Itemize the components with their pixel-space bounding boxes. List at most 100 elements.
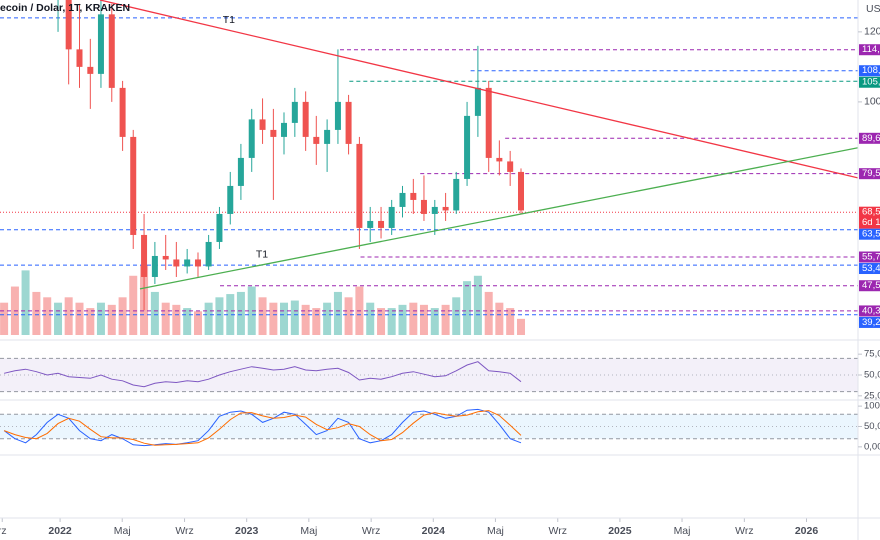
x-tick-label: rz (0, 525, 7, 537)
level-label-box (859, 251, 880, 263)
candle-body (453, 178, 460, 211)
volume-bar (333, 291, 342, 335)
volume-bar (269, 302, 278, 335)
stoch-line (3, 408, 522, 447)
y-tick-label: 100, (864, 96, 880, 108)
volume-bar (419, 304, 428, 335)
candle-body (334, 101, 341, 130)
volume-bar (43, 297, 52, 335)
candle-body (517, 171, 524, 211)
candle-body (130, 136, 137, 235)
candle-body (87, 66, 94, 74)
candle-body (76, 49, 83, 67)
candle-body (420, 199, 427, 214)
candle-body (97, 14, 104, 74)
volume-bar (484, 291, 493, 335)
volume-bar (387, 308, 396, 335)
x-tick-label: Wrz (362, 525, 380, 537)
volume-bar (516, 318, 525, 335)
candle-body (184, 259, 191, 267)
level-label: 89,6 (862, 133, 880, 144)
volume-bar (172, 304, 181, 335)
candle-body (324, 129, 331, 144)
volume-bar (473, 275, 482, 335)
volume-bar (441, 304, 450, 335)
candle-body (474, 87, 481, 116)
level-label-box (859, 76, 880, 88)
candle-body (313, 136, 320, 144)
candle-body (173, 259, 180, 267)
candle-body (410, 192, 417, 200)
x-tick-label: 2022 (48, 525, 72, 537)
trendline (99, 0, 858, 179)
y-tick-label: 100, (864, 401, 880, 412)
level-label-box (859, 168, 880, 180)
x-tick-label: 2026 (795, 525, 819, 537)
volume-bar (377, 308, 386, 335)
candle-body (194, 259, 201, 267)
volume-bar (495, 302, 504, 335)
candle-body (237, 157, 244, 186)
volume-bar (430, 308, 439, 335)
candle-body (378, 220, 385, 228)
level-label-box (859, 44, 880, 56)
level-label-box (859, 280, 880, 292)
level-label: 47,5 (862, 280, 880, 291)
rsi-line (3, 361, 522, 388)
volume-bar (258, 297, 267, 335)
volume-bar (506, 308, 515, 335)
level-label: 40,3 (862, 305, 880, 316)
candle-body (496, 157, 503, 162)
volume-bar (129, 275, 138, 335)
volume-bar (107, 304, 116, 335)
volume-bar (366, 302, 375, 335)
volume-bar (344, 297, 353, 335)
currency: USD (866, 3, 880, 15)
volume-bar (323, 302, 332, 335)
volume-bar (247, 286, 256, 335)
volume-bar (409, 302, 418, 335)
y-tick-label: 50,00 (864, 421, 880, 432)
x-tick-label: Wrz (549, 525, 567, 537)
level-label-box (859, 316, 880, 328)
candle-body (464, 115, 471, 179)
volume-bar (118, 297, 127, 335)
volume-bar (161, 302, 170, 335)
volume-bar (301, 304, 310, 335)
trendline-label: T1 (256, 249, 268, 261)
stoch-line (3, 410, 522, 446)
volume-bar (312, 308, 321, 335)
level-label: 114, (862, 44, 880, 55)
volume-bar (226, 294, 235, 335)
trendline-label: T1 (223, 14, 235, 26)
plot-area: T1 T1 (0, 0, 858, 522)
candle-body (259, 119, 266, 130)
level-label: 39,2 (862, 317, 880, 328)
candle-body (248, 119, 255, 158)
volume-bar (0, 302, 9, 335)
candle-body (108, 14, 115, 88)
volume-bar (54, 302, 63, 335)
y-tick-label: 0,00 (864, 441, 880, 452)
x-tick-label: 2024 (422, 525, 446, 537)
x-tick-label: Maj (674, 525, 691, 537)
volume-bar (193, 311, 202, 335)
level-label: 63,5 (862, 229, 880, 240)
level-label: 108, (862, 65, 880, 76)
volume-bar (398, 304, 407, 335)
level-sublabel: 6d 1 (862, 217, 880, 228)
level-label-box (859, 263, 880, 275)
candle-body (388, 206, 395, 228)
candle-body (485, 87, 492, 158)
volume-bar (64, 297, 73, 335)
candle-body (302, 101, 309, 137)
level-label-box (859, 305, 880, 317)
volume-bar (204, 302, 213, 335)
level-label-box (859, 65, 880, 77)
level-label-box (859, 206, 880, 229)
level-label: 53,4 (862, 263, 880, 274)
candle-body (65, 0, 72, 50)
trendline (139, 147, 858, 290)
candle-body (141, 234, 148, 277)
